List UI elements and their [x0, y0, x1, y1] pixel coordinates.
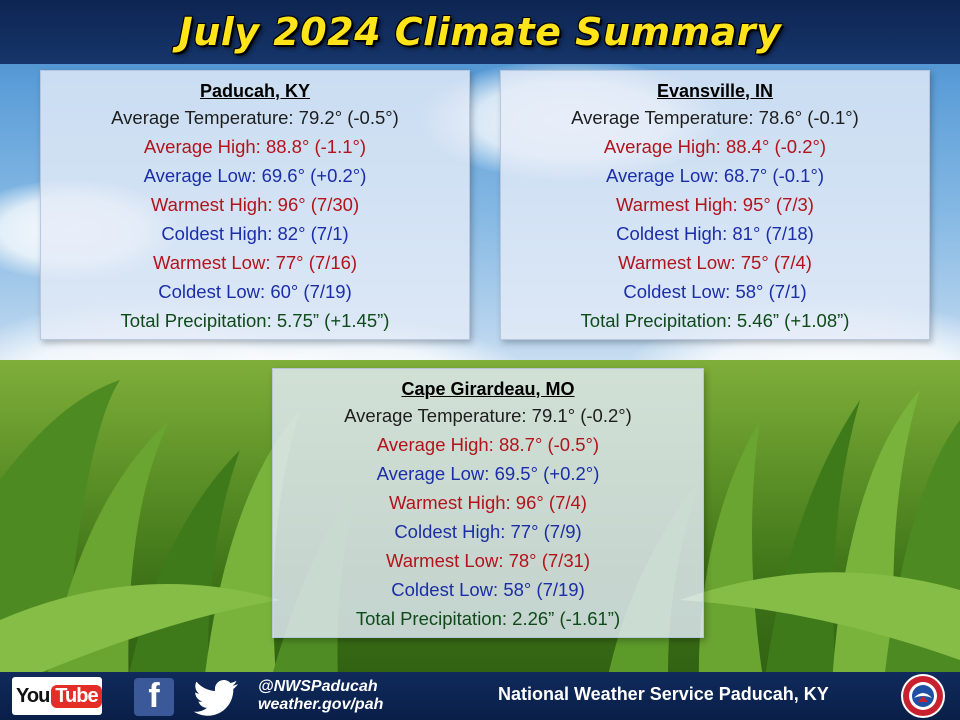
youtube-you-text: You	[16, 684, 50, 707]
average-high: Average High: 88.7° (-0.5°)	[376, 434, 600, 455]
coldest-low: Coldest Low: 58° (7/19)	[391, 579, 585, 600]
average-low: Average Low: 68.7° (-0.1°)	[605, 165, 825, 186]
website-link[interactable]: weather.gov/pah	[258, 696, 384, 713]
station-panel-evansville: Evansville, IN Average Temperature: 78.6…	[500, 70, 930, 340]
office-name: National Weather Service Paducah, KY	[498, 684, 829, 704]
title-bar: July 2024 Climate Summary	[0, 0, 960, 64]
youtube-tube-text: Tube	[51, 684, 102, 708]
social-handles: @NWSPaducah weather.gov/pah	[258, 678, 383, 714]
station-name: Paducah, KY	[199, 81, 311, 101]
nws-handle[interactable]: @NWSPaducah	[258, 678, 378, 695]
average-temperature: Average Temperature: 78.6° (-0.1°)	[571, 107, 859, 128]
coldest-low: Coldest Low: 58° (7/1)	[623, 281, 807, 302]
coldest-low: Coldest Low: 60° (7/19)	[158, 281, 352, 302]
warmest-low: Warmest Low: 75° (7/4)	[618, 252, 812, 273]
station-name: Cape Girardeau, MO	[401, 379, 575, 399]
warmest-high: Warmest High: 96° (7/4)	[389, 492, 587, 513]
nws-seal-icon	[901, 674, 945, 718]
average-temperature: Average Temperature: 79.2° (-0.5°)	[111, 107, 399, 128]
corn-leaves	[0, 380, 960, 720]
warmest-low: Warmest Low: 77° (7/16)	[152, 252, 358, 273]
coldest-high: Coldest High: 81° (7/18)	[616, 223, 814, 244]
total-precipitation: Total Precipitation: 2.26” (-1.61”)	[355, 608, 621, 629]
warmest-low: Warmest Low: 78° (7/31)	[385, 550, 591, 571]
facebook-glyph: f	[148, 678, 160, 715]
station-name: Evansville, IN	[656, 81, 774, 101]
warmest-high: Warmest High: 96° (7/30)	[150, 194, 360, 215]
average-high: Average High: 88.4° (-0.2°)	[603, 136, 827, 157]
youtube-icon[interactable]: You Tube	[12, 677, 102, 715]
total-precipitation: Total Precipitation: 5.46” (+1.08”)	[580, 310, 850, 331]
page-title: July 2024 Climate Summary	[178, 10, 782, 54]
average-high: Average High: 88.8° (-1.1°)	[143, 136, 367, 157]
coldest-high: Coldest High: 82° (7/1)	[161, 223, 349, 244]
average-low: Average Low: 69.5° (+0.2°)	[376, 463, 600, 484]
warmest-high: Warmest High: 95° (7/3)	[616, 194, 814, 215]
facebook-icon[interactable]: f	[134, 678, 174, 716]
average-low: Average Low: 69.6° (+0.2°)	[143, 165, 367, 186]
coldest-high: Coldest High: 77° (7/9)	[394, 521, 582, 542]
corn-field	[0, 360, 960, 720]
station-panel-paducah: Paducah, KY Average Temperature: 79.2° (…	[40, 70, 470, 340]
station-panel-cape-girardeau: Cape Girardeau, MO Average Temperature: …	[272, 368, 704, 638]
twitter-icon[interactable]	[194, 678, 240, 716]
average-temperature: Average Temperature: 79.1° (-0.2°)	[344, 405, 632, 426]
total-precipitation: Total Precipitation: 5.75” (+1.45”)	[120, 310, 390, 331]
